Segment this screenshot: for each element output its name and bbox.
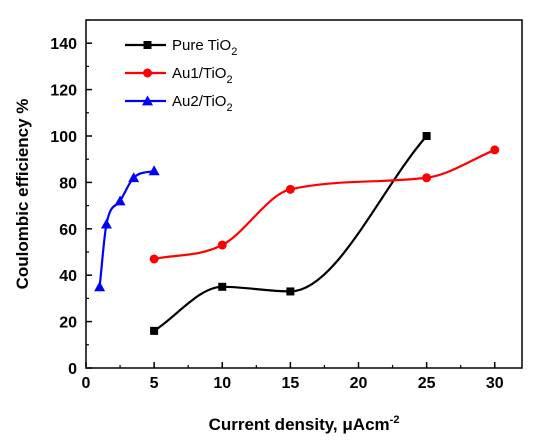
x-tick-label: 0: [82, 375, 91, 392]
y-tick-label: 80: [59, 175, 77, 192]
legend-label-au2-tio2: Au2/TiO2: [172, 93, 233, 114]
data-point-pure-tio2: [150, 326, 159, 335]
series-line-pure-tio2: [153, 135, 428, 332]
data-point-au2-tio2: [100, 218, 112, 229]
x-tick-label: 25: [418, 375, 436, 392]
legend-marker-au1-tio2: [143, 68, 152, 78]
y-tick-label: 0: [68, 361, 77, 378]
x-axis-label-mu: μ: [342, 415, 352, 434]
series-line-au1-tio2: [153, 148, 496, 261]
legend: Pure TiO2 Au1/TiO2 Au2/TiO2: [125, 37, 237, 114]
x-tick-label: 10: [213, 375, 231, 392]
data-point-au1-tio2: [285, 184, 295, 194]
y-tick-label: 120: [50, 83, 77, 100]
data-point-au2-tio2: [114, 195, 126, 206]
data-point-au2-tio2: [128, 172, 140, 183]
data-point-au1-tio2: [490, 145, 500, 155]
data-point-au1-tio2: [217, 240, 227, 250]
series-curves: [98, 135, 496, 332]
data-point-au2-tio2: [94, 281, 106, 292]
series-line-au2-tio2: [98, 169, 155, 287]
x-axis-label-exponent: -2: [390, 414, 400, 426]
plot-frame: [85, 19, 523, 369]
legend-label-au1-tio2: Au1/TiO2: [172, 65, 233, 86]
y-tick-label: 140: [50, 36, 77, 53]
legend-marker-au2-tio2: [142, 95, 153, 106]
data-point-pure-tio2: [286, 287, 295, 296]
legend-label-pure-tio2: Pure TiO2: [172, 37, 237, 58]
data-point-au2-tio2: [148, 165, 160, 176]
x-tick-label: 20: [350, 375, 368, 392]
x-tick-label: 5: [150, 375, 159, 392]
y-tick-label: 100: [50, 129, 77, 146]
x-axis-label-unit: Acm: [353, 415, 390, 434]
data-point-pure-tio2: [218, 282, 227, 291]
x-axis-label: Current density, μAcm-2: [209, 414, 400, 434]
y-tick-label: 60: [59, 222, 77, 239]
x-axis-label-main: Current density,: [209, 415, 343, 434]
series-markers: [94, 132, 500, 335]
x-tick-label: 15: [281, 375, 299, 392]
axis-ticks: 0 5 10 15 20 25 30 0 20 40 60 80 100 120 140: [50, 19, 504, 392]
y-tick-label: 20: [59, 315, 77, 332]
data-point-au1-tio2: [422, 173, 432, 183]
y-axis-label: Coulombic efficiency %: [13, 99, 32, 290]
data-point-au1-tio2: [149, 254, 159, 264]
y-tick-label: 40: [59, 268, 77, 285]
data-point-pure-tio2: [422, 132, 431, 140]
x-tick-label: 30: [486, 375, 504, 392]
legend-marker-pure-tio2: [143, 41, 152, 49]
